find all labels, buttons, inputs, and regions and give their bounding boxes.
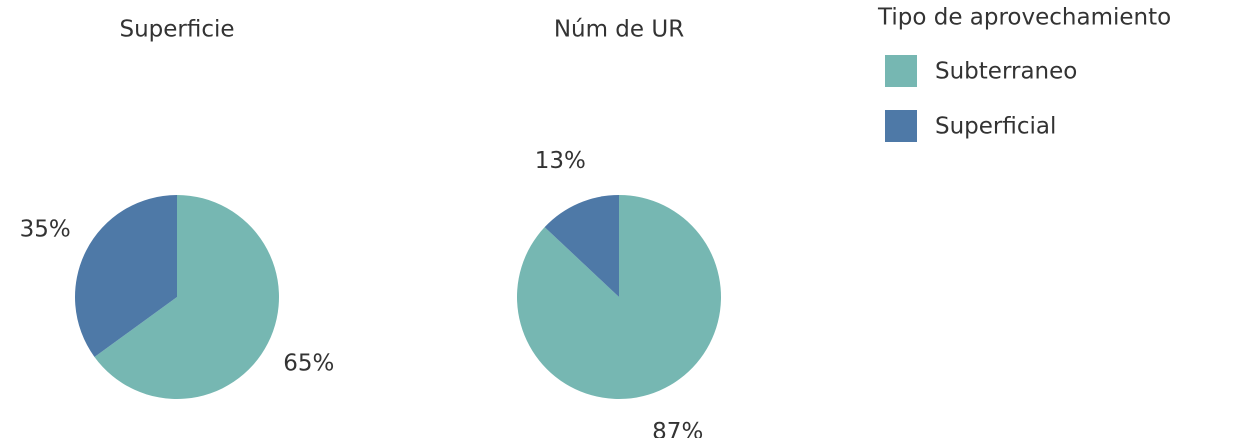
chart-title: Superficie	[119, 17, 234, 43]
pie-slice	[544, 195, 619, 297]
pie-slice	[94, 195, 279, 399]
pie-slice	[75, 195, 177, 357]
slice-label: 65%	[283, 351, 334, 377]
legend-label: Subterraneo	[935, 59, 1077, 85]
slice-label: 87%	[652, 419, 703, 438]
legend-title: Tipo de aprovechamiento	[877, 5, 1171, 31]
slice-label: 35%	[20, 216, 71, 242]
legend-swatch	[885, 110, 917, 142]
legend-label: Superficial	[935, 114, 1056, 140]
slice-label: 13%	[535, 148, 586, 174]
chart-title: Núm de UR	[554, 17, 684, 43]
legend-swatch	[885, 55, 917, 87]
